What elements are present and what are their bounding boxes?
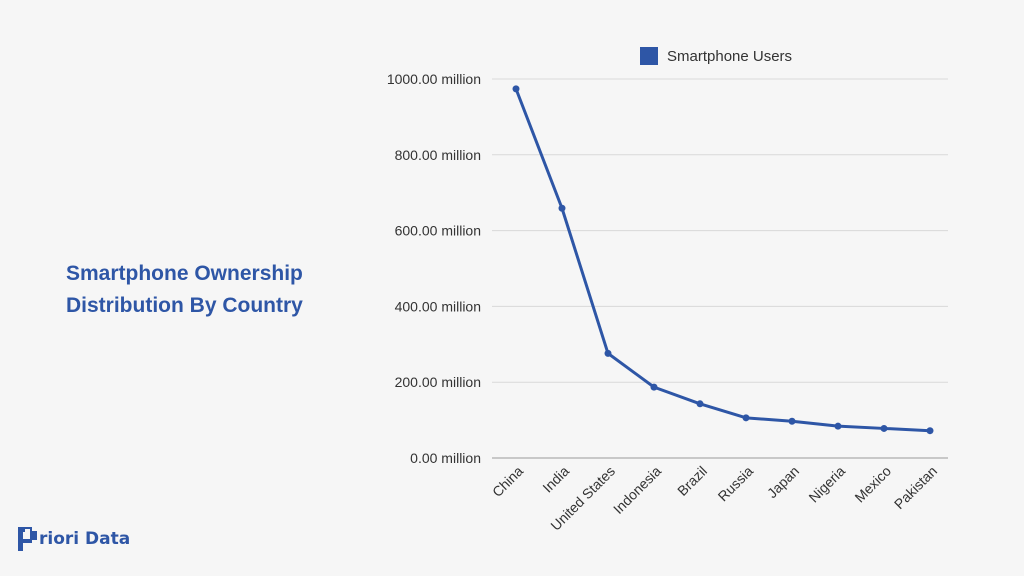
y-tick-label: 400.00 million — [395, 298, 481, 314]
series-line — [514, 88, 931, 433]
data-point — [604, 349, 612, 357]
legend-swatch — [640, 47, 658, 65]
data-point — [788, 417, 796, 425]
x-tick-label: Indonesia — [610, 463, 664, 517]
priori-logo-icon — [18, 527, 37, 551]
x-tick-label: China — [489, 463, 526, 500]
y-tick-label: 600.00 million — [395, 223, 481, 239]
data-point — [742, 414, 750, 422]
x-tick-label: Japan — [764, 463, 802, 501]
y-tick-label: 800.00 million — [395, 147, 481, 163]
y-tick-label: 0.00 million — [410, 450, 481, 466]
logo-text: riori Data — [39, 529, 131, 549]
y-tick-label: 200.00 million — [395, 374, 481, 390]
page-title-line-1: Smartphone Ownership — [66, 262, 303, 285]
data-point — [834, 422, 842, 430]
x-tick-label: Nigeria — [805, 463, 848, 506]
page-title: Smartphone Ownership Distribution By Cou… — [66, 258, 366, 322]
data-point — [926, 427, 934, 435]
x-tick-label: Mexico — [851, 463, 894, 506]
y-tick-label: 1000.00 million — [387, 71, 481, 87]
x-tick-label: Russia — [715, 463, 757, 505]
data-point — [558, 204, 566, 212]
data-point — [512, 85, 520, 93]
page-title-line-2: Distribution By Country — [66, 294, 303, 317]
data-point — [880, 424, 888, 432]
x-tick-label: Pakistan — [891, 463, 940, 512]
x-tick-label: Brazil — [674, 463, 710, 499]
legend-label: Smartphone Users — [667, 48, 792, 65]
data-point — [696, 400, 704, 408]
x-tick-label: India — [539, 463, 572, 496]
priori-data-logo: riori Data — [18, 526, 130, 552]
data-point — [650, 383, 658, 391]
